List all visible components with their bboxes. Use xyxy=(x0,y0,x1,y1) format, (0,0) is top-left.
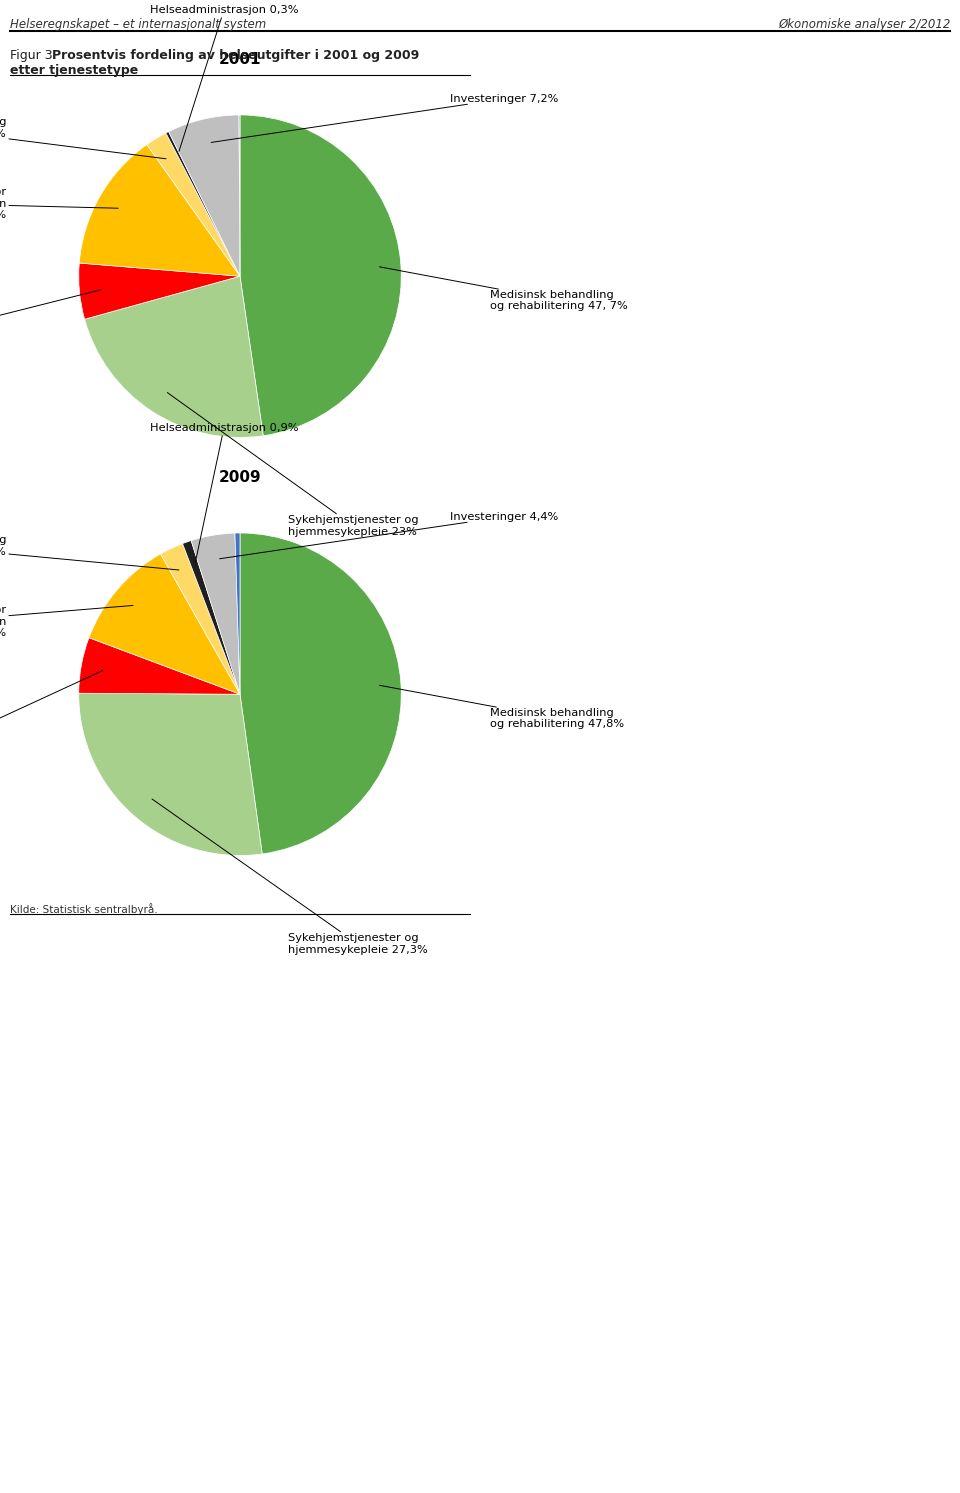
Text: Forebyggende og
helsefremmende arbeid 2,4%: Forebyggende og helsefremmende arbeid 2,… xyxy=(0,534,179,570)
Text: Investeringer 7,2%: Investeringer 7,2% xyxy=(211,94,558,142)
Wedge shape xyxy=(166,131,240,276)
Text: Helseadministrasjon 0,3%: Helseadministrasjon 0,3% xyxy=(150,4,299,151)
Wedge shape xyxy=(240,533,401,854)
Text: Medisinsk behandling
og rehabilitering 47,8%: Medisinsk behandling og rehabilitering 4… xyxy=(379,685,624,729)
Text: Sykehjemstjenester og
hjemmesykepleie 27,3%: Sykehjemstjenester og hjemmesykepleie 27… xyxy=(152,799,428,956)
Text: Investeringer 4,4%: Investeringer 4,4% xyxy=(220,512,558,558)
Wedge shape xyxy=(182,540,240,694)
Wedge shape xyxy=(79,693,262,855)
Wedge shape xyxy=(235,533,240,694)
Text: Kilde: Statistisk sentralbyrå.: Kilde: Statistisk sentralbyrå. xyxy=(10,903,157,915)
Text: Prosentvis fordeling av helseutgifter i 2001 og 2009: Prosentvis fordeling av helseutgifter i … xyxy=(52,49,420,63)
Text: Støttetjenester 5,6 %: Støttetjenester 5,6 % xyxy=(0,670,103,755)
Text: etter tjenestetype: etter tjenestetype xyxy=(10,64,138,78)
Wedge shape xyxy=(191,533,240,694)
Text: Helseadministrasjon 0,9%: Helseadministrasjon 0,9% xyxy=(150,423,299,563)
Text: Figur 3.: Figur 3. xyxy=(10,49,60,63)
Text: Medisinske produkter for
pasienter uten
innleggelser 11,1%: Medisinske produkter for pasienter uten … xyxy=(0,605,133,639)
Title: 2009: 2009 xyxy=(219,470,261,485)
Text: Helseregnskapet – et internasjonalt system: Helseregnskapet – et internasjonalt syst… xyxy=(10,18,266,31)
Text: Støttetjenester 5,6%: Støttetjenester 5,6% xyxy=(0,290,101,337)
Text: Sykehjemstjenester og
hjemmesykepleie 23%: Sykehjemstjenester og hjemmesykepleie 23… xyxy=(167,393,419,537)
Wedge shape xyxy=(80,145,240,276)
Wedge shape xyxy=(239,115,240,276)
Title: 2001: 2001 xyxy=(219,52,261,67)
Text: Medisinske produkter for
pasienter uten
innleggelser 13,9%: Medisinske produkter for pasienter uten … xyxy=(0,187,118,221)
Wedge shape xyxy=(160,543,240,694)
Wedge shape xyxy=(240,115,401,436)
Wedge shape xyxy=(79,263,240,320)
Text: Forebyggende og
helsefremmende arbeid 2,2%: Forebyggende og helsefremmende arbeid 2,… xyxy=(0,116,166,158)
Text: Medisinsk behandling
og rehabilitering 47, 7%: Medisinsk behandling og rehabilitering 4… xyxy=(379,267,628,311)
Wedge shape xyxy=(147,133,240,276)
Text: Økonomiske analyser 2/2012: Økonomiske analyser 2/2012 xyxy=(778,18,950,31)
Wedge shape xyxy=(169,115,240,276)
Wedge shape xyxy=(84,276,263,437)
Wedge shape xyxy=(79,638,240,694)
Wedge shape xyxy=(89,554,240,694)
